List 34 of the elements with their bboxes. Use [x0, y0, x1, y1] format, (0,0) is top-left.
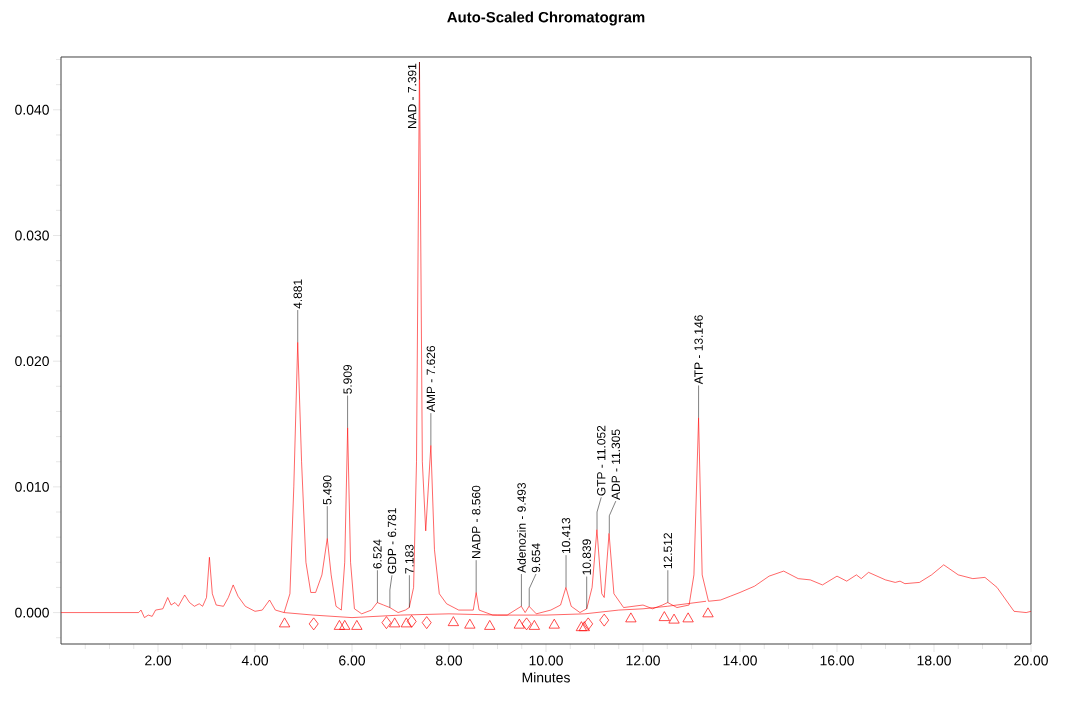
- x-tick-label: 6.00: [339, 655, 366, 666]
- x-tick-label: 20.00: [1014, 655, 1048, 666]
- y-tick-label: 0.010: [15, 481, 49, 492]
- chart-title: Auto-Scaled Chromatogram: [447, 11, 645, 26]
- x-axis-title: Minutes: [522, 672, 570, 683]
- x-tick-label: 14.00: [723, 655, 757, 666]
- annotation: 12.512: [663, 533, 673, 569]
- annotation: ATP - 13.146: [694, 315, 703, 385]
- y-tick-label: 0.040: [15, 104, 49, 115]
- annotation: 6.524: [373, 539, 382, 569]
- x-tick-label: 2.00: [145, 655, 172, 666]
- annotation: GDP - 6.781: [387, 508, 397, 574]
- annotation: 7.183: [405, 544, 414, 574]
- annotation: NAD - 7.391: [407, 63, 417, 129]
- annotation: ADP - 11.305: [611, 429, 621, 500]
- annotation: 10.839: [582, 539, 591, 575]
- annotation: 4.881: [293, 279, 302, 309]
- x-tick-label: 8.00: [436, 655, 463, 666]
- x-tick-label: 18.00: [917, 655, 951, 666]
- annotation: Adenozin - 9.493: [517, 482, 526, 573]
- y-tick-label: 0.030: [15, 230, 49, 241]
- annotation: AMP - 7.626: [426, 346, 436, 412]
- y-tick-label: 0.020: [15, 356, 49, 367]
- annotation: 10.413: [561, 517, 571, 554]
- annotation: 5.490: [323, 475, 332, 505]
- y-tick-label: 0.000: [15, 607, 49, 618]
- x-tick-label: 10.00: [529, 655, 563, 666]
- x-tick-label: 12.00: [626, 655, 660, 666]
- x-tick-label: 4.00: [241, 655, 269, 666]
- annotation: 5.909: [343, 364, 352, 394]
- annotation: GTP - 11.052: [597, 425, 606, 496]
- x-tick-label: 16.00: [820, 655, 854, 666]
- annotation: 9.654: [531, 543, 541, 573]
- annotation: NADP - 8.560: [471, 485, 481, 558]
